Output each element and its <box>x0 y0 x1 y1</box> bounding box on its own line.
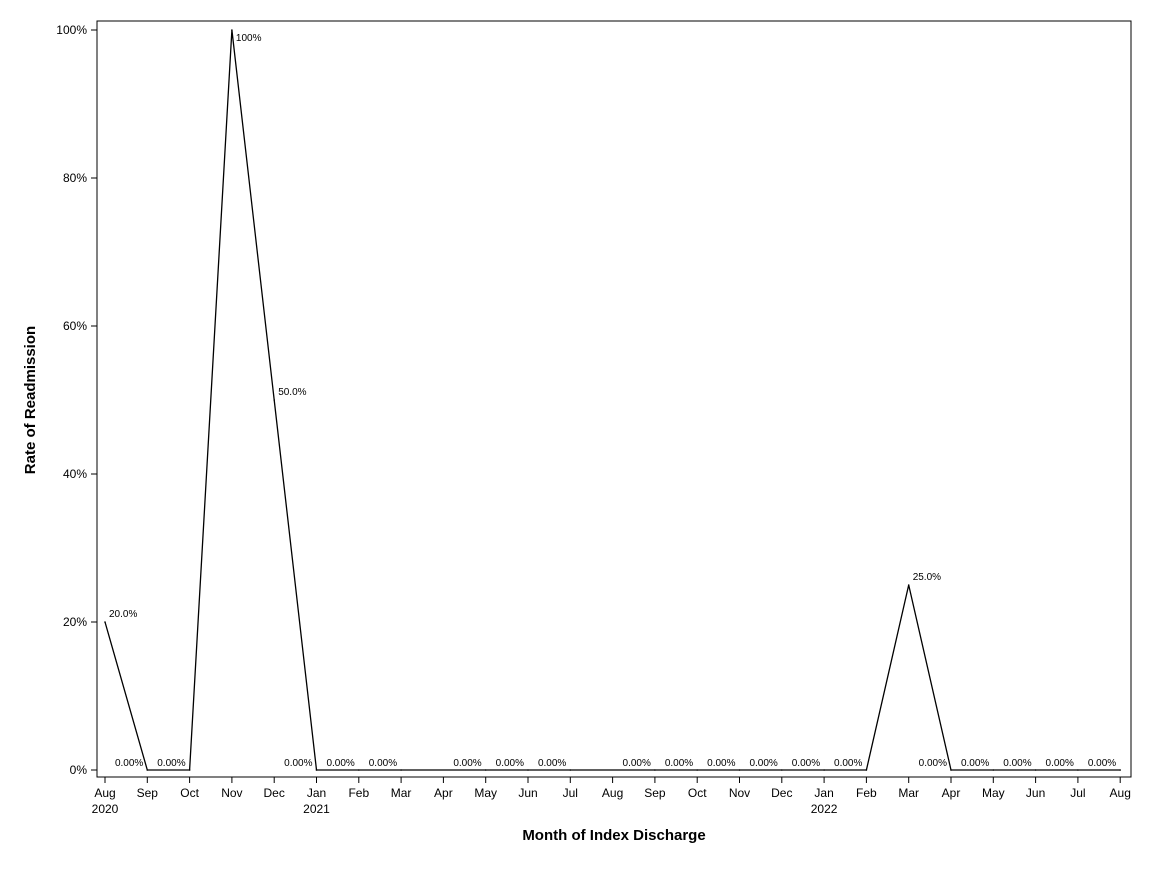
data-point <box>1077 769 1079 771</box>
data-label: 0.00% <box>707 758 735 769</box>
x-tick-label: Oct <box>688 786 707 800</box>
data-point <box>569 769 572 771</box>
data-point <box>527 769 529 771</box>
data-label: 100% <box>236 33 262 44</box>
data-point <box>484 769 487 771</box>
x-tick-label: Jun <box>1026 786 1045 800</box>
data-label: 0.00% <box>538 758 566 769</box>
y-tick-label: 20% <box>63 615 87 629</box>
data-label: 25.0% <box>913 572 941 583</box>
x-tick-year-label: 2020 <box>92 802 119 816</box>
x-tick-label: Aug <box>602 786 623 800</box>
data-point <box>104 621 106 623</box>
data-label: 0.00% <box>115 758 143 769</box>
y-tick-label: 80% <box>63 171 87 185</box>
data-point <box>146 769 149 771</box>
data-label: 20.0% <box>109 609 137 620</box>
series-line <box>104 29 1121 771</box>
x-tick-label: Jan <box>307 786 326 800</box>
data-label: 0.00% <box>157 758 185 769</box>
x-tick-label: Mar <box>391 786 412 800</box>
data-point <box>188 769 191 771</box>
data-label: 0.00% <box>1046 758 1074 769</box>
data-point <box>992 769 995 771</box>
data-point <box>781 769 783 771</box>
x-tick-label: Feb <box>348 786 369 800</box>
x-tick-label: Mar <box>898 786 919 800</box>
data-label: 0.00% <box>919 758 947 769</box>
x-tick-year-label: 2022 <box>811 802 838 816</box>
data-label: 0.00% <box>834 758 862 769</box>
plot-frame <box>96 20 1132 778</box>
data-point <box>1034 769 1037 771</box>
data-label: 0.00% <box>749 758 777 769</box>
data-label: 0.00% <box>1003 758 1031 769</box>
y-tick-label: 100% <box>56 23 87 37</box>
data-point <box>696 769 698 771</box>
data-point <box>865 769 868 771</box>
data-point <box>654 769 656 771</box>
data-label: 0.00% <box>623 758 651 769</box>
x-axis-title: Month of Index Discharge <box>522 827 705 844</box>
x-tick-label: Oct <box>180 786 199 800</box>
x-tick-label: Jul <box>1070 786 1085 800</box>
data-point <box>1119 769 1121 771</box>
data-point <box>231 29 233 31</box>
x-tick-label: Apr <box>434 786 453 800</box>
x-tick-label: Jun <box>518 786 537 800</box>
x-tick-label: Apr <box>942 786 961 800</box>
data-label: 0.00% <box>326 758 354 769</box>
data-point <box>907 584 910 586</box>
data-label-layer: 20.0% 0.00% 0.00% 100% 50.0% 0.00% 0.00% 0.00% 0… <box>109 33 1116 769</box>
y-tick-label: 40% <box>63 467 87 481</box>
x-tick-label: May <box>474 786 497 800</box>
data-label: 0.00% <box>369 758 397 769</box>
x-tick-label: Jan <box>814 786 833 800</box>
x-tick-label: Dec <box>771 786 792 800</box>
data-label: 0.00% <box>496 758 524 769</box>
x-tick-label: Sep <box>137 786 159 800</box>
data-label: 0.00% <box>792 758 820 769</box>
data-label: 0.00% <box>665 758 693 769</box>
series-layer <box>104 29 1121 771</box>
data-point <box>823 769 825 771</box>
data-label: 0.00% <box>453 758 481 769</box>
x-tick-label: Feb <box>856 786 877 800</box>
x-tick-label: Jul <box>563 786 578 800</box>
x-axis: Aug 2020 Sep Oct Nov Dec Jan 2021 Feb Mar Apr May Ju… <box>92 777 1131 816</box>
data-point <box>315 769 318 771</box>
data-label: 50.0% <box>278 387 306 398</box>
y-axis-title: Rate of Readmission <box>22 326 39 474</box>
y-tick-label: 60% <box>63 319 87 333</box>
x-tick-label: May <box>982 786 1005 800</box>
y-axis: 0% 20% 40% 60% 80% 100% <box>56 23 97 777</box>
x-tick-label: Aug <box>1110 786 1131 800</box>
y-tick-label: 0% <box>70 763 88 777</box>
data-label: 0.00% <box>961 758 989 769</box>
data-point <box>950 769 952 771</box>
data-label: 0.00% <box>1088 758 1116 769</box>
x-tick-year-label: 2021 <box>303 802 330 816</box>
data-point <box>273 399 276 401</box>
x-tick-label: Aug <box>94 786 115 800</box>
data-point <box>400 769 402 771</box>
x-tick-label: Nov <box>221 786 242 800</box>
x-tick-label: Dec <box>264 786 285 800</box>
data-label: 0.00% <box>284 758 312 769</box>
data-point <box>738 769 741 771</box>
x-tick-label: Sep <box>644 786 666 800</box>
data-point <box>358 769 360 771</box>
x-tick-label: Nov <box>729 786 750 800</box>
